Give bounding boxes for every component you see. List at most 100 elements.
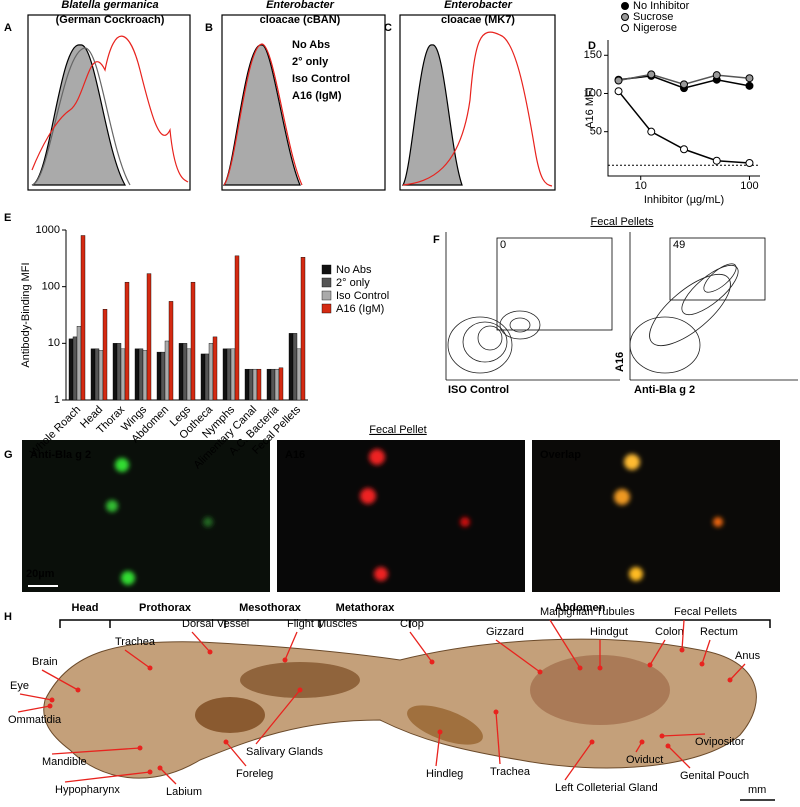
bar [204, 353, 210, 401]
callout-line [17, 705, 51, 713]
legend-swatch [321, 277, 332, 288]
micrographs [22, 440, 780, 592]
bar [244, 368, 250, 401]
panel-subtitle: (German Cockroach) [56, 14, 165, 26]
callout-dot [577, 665, 583, 671]
bar [68, 338, 74, 401]
bar [252, 368, 258, 401]
panel-letter: D [588, 40, 596, 52]
legend-label: A16 (IgM) [336, 303, 384, 315]
callout-line [549, 619, 581, 669]
legend-swatch [321, 303, 332, 314]
callout-line [159, 767, 177, 785]
callout-line [409, 631, 433, 663]
bar [226, 348, 232, 401]
structure-label: Mandible [42, 756, 87, 768]
axis-label: Anti-Bla g 2 [634, 384, 695, 396]
panel-letter: E [4, 212, 11, 224]
data-point [712, 156, 721, 165]
bar [98, 350, 104, 401]
structure-label: Foreleg [236, 768, 273, 780]
bar [190, 281, 196, 401]
channel-label: Anti-Bla g 2 [30, 449, 91, 461]
data-point [712, 71, 721, 80]
bar [288, 333, 294, 401]
y-tick-label: 1 [54, 394, 60, 406]
callout-dot [665, 743, 671, 749]
bar [120, 348, 126, 401]
callout-dot [147, 769, 153, 775]
data-point [680, 80, 688, 89]
data-point [647, 70, 656, 79]
legend-label: A16 (IgM) [292, 90, 342, 102]
callout-dot [589, 739, 595, 745]
structure-label: Eye [10, 680, 29, 692]
y-tick-label: 100 [42, 281, 60, 293]
bar [94, 348, 100, 401]
structure-label: Gizzard [486, 626, 524, 638]
scale-bar-label: mm [748, 784, 766, 796]
gate-label: 49 [673, 239, 685, 251]
structure-label: Malpighian Tubules [540, 606, 635, 618]
bar [234, 255, 240, 401]
legend-label: Iso Control [336, 290, 389, 302]
legend-swatch [321, 264, 332, 275]
segment-label: Head [72, 602, 99, 614]
callout-line [495, 639, 541, 673]
structure-label: Salivary Glands [246, 746, 324, 758]
callout-dot [223, 739, 229, 745]
bar [142, 350, 148, 401]
bar [200, 353, 206, 401]
y-tick-label: 1000 [36, 224, 60, 236]
y-axis-label: A16 MFI [584, 87, 596, 129]
bar [182, 343, 188, 401]
callout-line [41, 669, 79, 691]
structure-label: Ovipositor [695, 736, 745, 748]
legend-label: No Abs [292, 39, 330, 51]
panel-subtitle: cloacae (MK7) [441, 14, 515, 26]
panel-title: Blatella germanica [61, 0, 158, 11]
callout-line [64, 771, 151, 783]
legend-label: 2° only [336, 277, 370, 289]
channel-label: Overlap [540, 449, 581, 461]
bar [156, 351, 162, 401]
insect-section [43, 619, 775, 801]
legend-marker [621, 13, 629, 21]
panel-letter: H [4, 611, 12, 623]
contour-plots [445, 232, 798, 381]
callout-line [681, 619, 685, 651]
axis-label: ISO Control [448, 384, 509, 396]
structure-label: Oviduct [626, 754, 663, 766]
structure-label: Hypopharynx [55, 784, 120, 796]
structure-label: Flight Muscles [287, 618, 358, 630]
callout-dot [207, 649, 213, 655]
bar [112, 343, 118, 401]
callout-line [19, 693, 53, 701]
structure-label: Genital Pouch [680, 770, 749, 782]
x-tick-label: 10 [635, 180, 647, 192]
y-axis-label: Antibody-Binding MFI [20, 262, 32, 367]
segment-label: Abdomen [555, 602, 606, 614]
callout-line [284, 631, 298, 661]
callout-dot [639, 739, 645, 745]
structure-label: Colon [655, 626, 684, 638]
bar [164, 340, 170, 401]
callout-dot [437, 729, 443, 735]
bar [90, 348, 96, 401]
callout-line [124, 649, 151, 669]
bar [80, 235, 86, 401]
segment-label: Mesothorax [239, 602, 302, 614]
legend-label: Sucrose [633, 11, 673, 23]
callout-dot [429, 659, 435, 665]
legend-label: Iso Control [292, 73, 350, 85]
callout-line [225, 741, 247, 767]
y-tick-label: 50 [590, 126, 602, 138]
axis-label: A16 [614, 352, 626, 372]
scale-bar-label: 20µm [26, 568, 55, 580]
callout-dot [147, 665, 153, 671]
segment-label: Prothorax [139, 602, 192, 614]
bar [270, 368, 276, 401]
axes [607, 40, 760, 177]
bar [168, 301, 174, 401]
callout-dot [157, 765, 163, 771]
